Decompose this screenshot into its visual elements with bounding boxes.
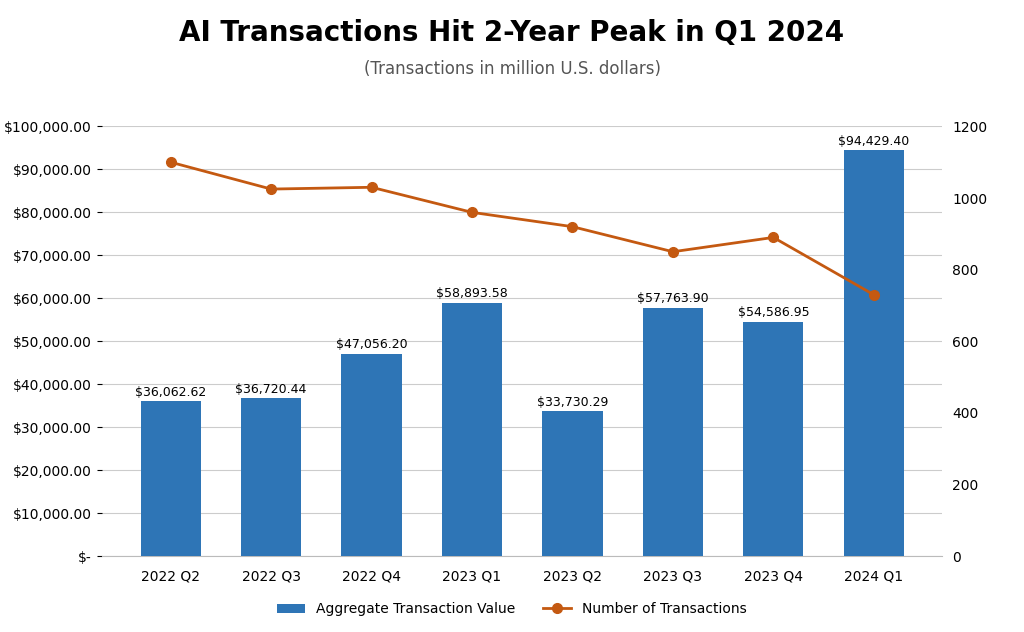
Bar (442, 303, 502, 556)
Bar (543, 411, 602, 556)
Legend: Aggregate Transaction Value, Number of Transactions: Aggregate Transaction Value, Number of T… (271, 597, 753, 622)
Bar (140, 401, 201, 556)
Bar (341, 354, 401, 556)
Text: $36,720.44: $36,720.44 (236, 383, 307, 396)
Text: $36,062.62: $36,062.62 (135, 386, 206, 399)
Text: $58,893.58: $58,893.58 (436, 288, 508, 300)
Text: $54,586.95: $54,586.95 (737, 306, 809, 319)
Text: AI Transactions Hit 2-Year Peak in Q1 2024: AI Transactions Hit 2-Year Peak in Q1 20… (179, 19, 845, 47)
Bar (743, 322, 804, 556)
Bar (241, 398, 301, 556)
Bar (844, 150, 904, 556)
Bar (643, 308, 703, 556)
Text: $94,429.40: $94,429.40 (839, 135, 909, 148)
Text: $33,730.29: $33,730.29 (537, 396, 608, 409)
Text: $57,763.90: $57,763.90 (637, 293, 709, 305)
Text: (Transactions in million U.S. dollars): (Transactions in million U.S. dollars) (364, 60, 660, 78)
Text: $47,056.20: $47,056.20 (336, 338, 408, 351)
